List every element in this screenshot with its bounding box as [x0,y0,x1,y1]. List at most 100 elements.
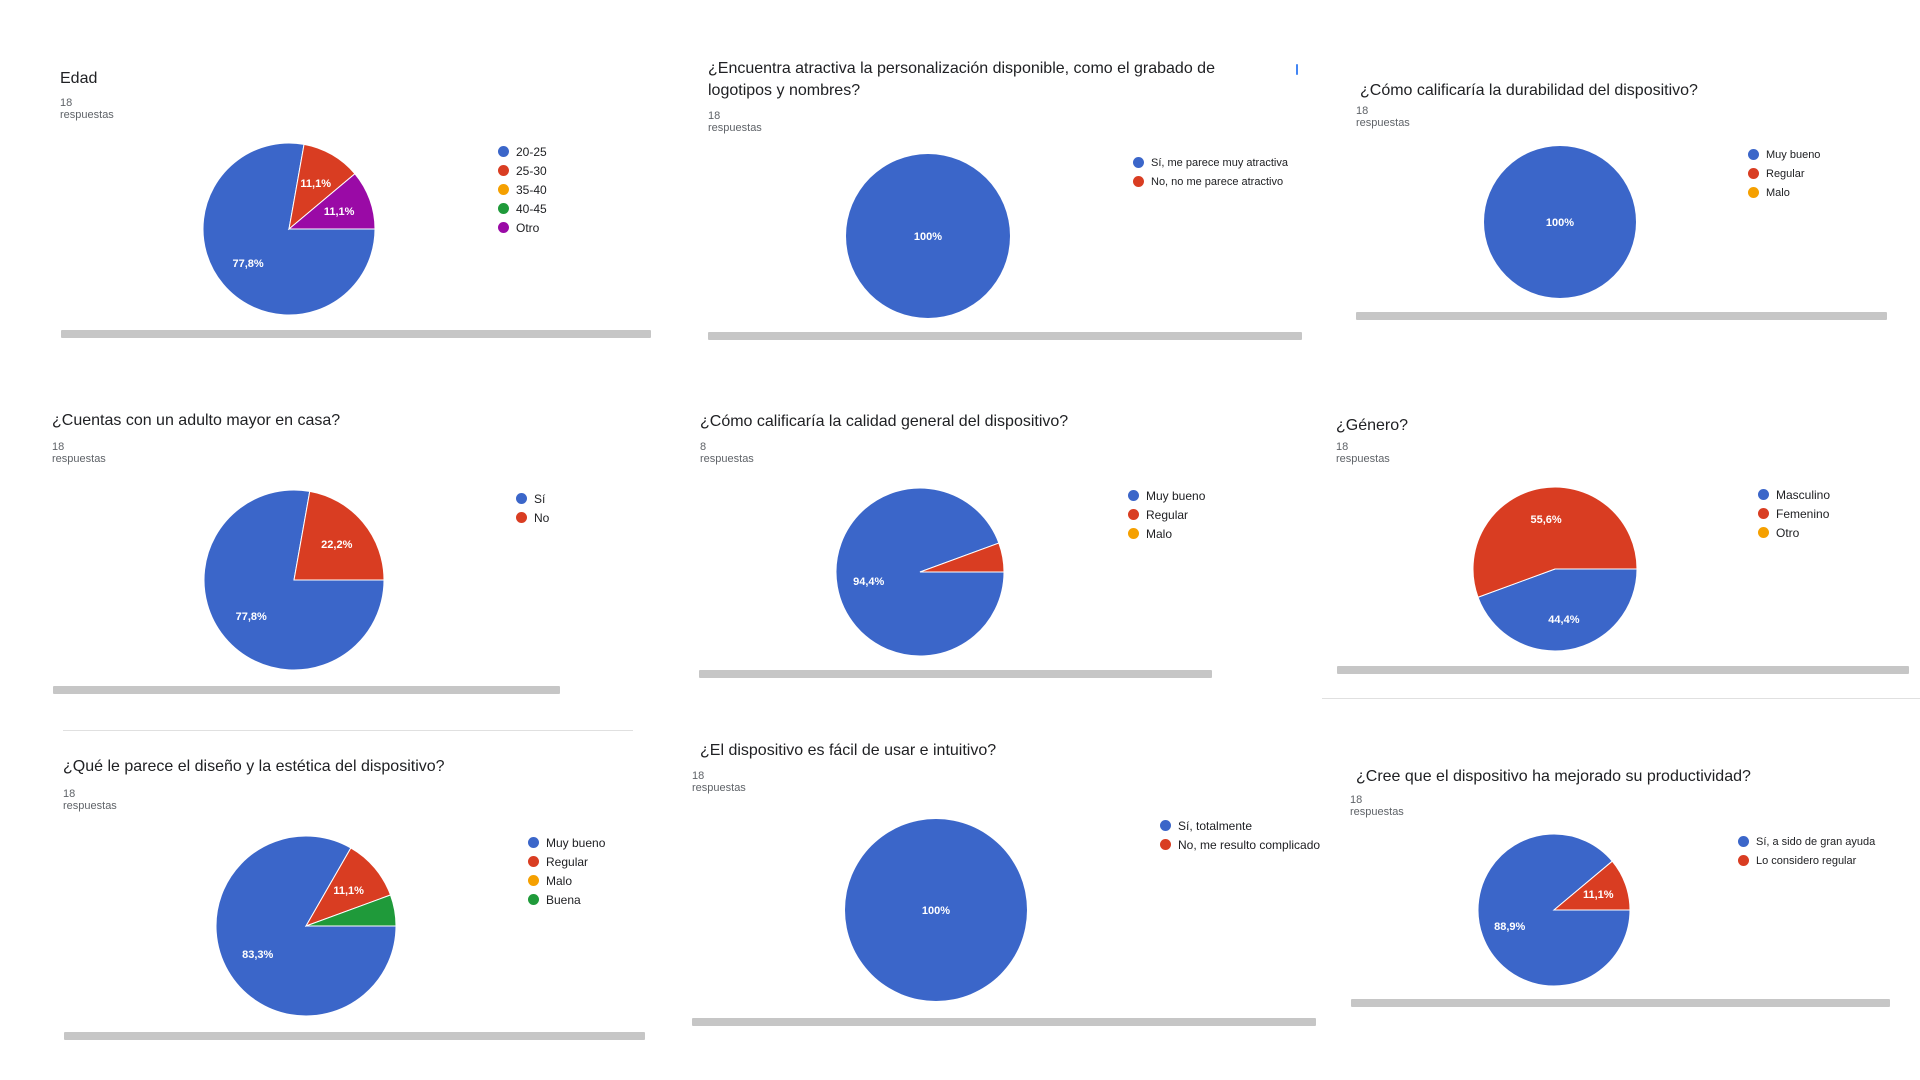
legend-label: Sí, totalmente [1178,818,1253,833]
horizontal-scrollbar[interactable] [699,670,1212,678]
chart-legend: Sí, a sido de gran ayuda Lo considero reg… [1738,832,1875,870]
pie-slice-buena [305,894,397,927]
chart-legend: Muy bueno Regular Malo Buena [528,833,605,909]
slice-data-label: 77,8% [236,611,267,623]
chart-legend: Sí, totalmente No, me resulto complicado [1160,816,1320,854]
legend-label: Regular [1146,507,1189,522]
pie-slice-no [293,490,385,581]
legend-label: Buena [546,892,581,907]
legend-label: Masculino [1776,487,1831,502]
legend-item-35-40: 35-40 [498,180,547,199]
pie-slice-otro [287,173,376,230]
legend-item-si: Sí [516,489,549,508]
legend-label: Femenino [1776,506,1830,521]
chart-legend: Sí, me parece muy atractiva No, no me par… [1133,153,1288,191]
slice-data-label: 100% [1546,217,1574,229]
legend-label: 35-40 [516,182,547,197]
legend-swatch-dot [498,146,509,157]
horizontal-scrollbar[interactable] [1351,999,1890,1007]
legend-swatch-dot [498,184,509,195]
legend-swatch-dot [498,222,509,233]
pie-chart: 100% [1484,146,1636,298]
response-count: 18 respuestas [60,97,114,121]
legend-item-no-no-me-parece-atractivo: No, no me parece atractivo [1133,172,1288,191]
legend-swatch-dot [1160,820,1171,831]
pie-chart: 77,8% 22,2% [203,489,385,671]
pie-chart: 100% [845,819,1027,1001]
legend-item-regular: Regular [1128,505,1205,524]
chart-title: ¿Encuentra atractiva la personalización … [708,60,1215,99]
slice-data-label: 11,1% [324,206,355,218]
horizontal-scrollbar[interactable] [1337,666,1909,674]
legend-item-muy-bueno: Muy bueno [1128,486,1205,505]
legend-swatch-dot [1128,528,1139,539]
chart-title: ¿Cuentas con un adulto mayor en casa? [52,412,341,429]
response-count: 18 respuestas [63,788,117,812]
response-count: 18 respuestas [1336,441,1390,465]
legend-swatch-dot [1738,855,1749,866]
legend-item-muy-bueno: Muy bueno [528,833,605,852]
slice-data-label: 11,1% [333,885,364,897]
chart-legend: Sí No [516,489,549,527]
legend-label: Otro [1776,525,1800,540]
pie-slice-muy-bueno [1484,146,1636,298]
legend-swatch-dot [1128,509,1139,520]
legend-label: Regular [1766,167,1805,180]
legend-swatch-dot [498,203,509,214]
horizontal-scrollbar[interactable] [708,332,1302,340]
legend-swatch-dot [528,856,539,867]
horizontal-scrollbar[interactable] [692,1018,1316,1026]
pie-chart: 88,9% 11,1% [1477,833,1631,987]
pie-slice-femenino [1472,486,1638,598]
legend-item-muy-bueno: Muy bueno [1748,145,1820,164]
response-count: 18 respuestas [52,441,106,465]
legend-swatch-dot [1748,168,1759,179]
horizontal-scrollbar[interactable] [1356,312,1887,320]
legend-item-si-me-parece-muy-atractiva: Sí, me parece muy atractiva [1133,153,1288,172]
response-count: 18 respuestas [1350,794,1404,818]
legend-label: Malo [1766,186,1790,199]
legend-label: Malo [546,873,573,888]
legend-label: No, no me parece atractivo [1151,175,1284,188]
horizontal-scrollbar[interactable] [64,1032,645,1040]
legend-item-si-a-sido-de-gran-ayuda: Sí, a sido de gran ayuda [1738,832,1875,851]
pie-slice-20-25 [202,142,376,316]
chart-legend: Muy bueno Regular Malo [1128,486,1205,543]
slice-data-label: 100% [922,905,950,917]
legend-item-malo: Malo [1128,524,1205,543]
legend-label: 40-45 [516,201,547,216]
pie-slice-lo-considero-regular [1552,860,1631,911]
horizontal-scrollbar[interactable] [61,330,651,338]
slice-data-label: 100% [914,231,942,243]
legend-label: No [534,510,550,525]
slice-data-label: 94,4% [853,576,884,588]
legend-swatch-dot [528,837,539,848]
pie-slice-si-me-parece-muy-atractiva [846,154,1010,318]
legend-item-no: No [516,508,549,527]
pie-slice-regular [919,542,1005,573]
legend-item-25-30: 25-30 [498,161,547,180]
legend-item-malo: Malo [1748,183,1820,202]
legend-label: 25-30 [516,163,547,178]
chart-legend: Muy bueno Regular Malo [1748,145,1820,202]
chart-title: Edad [60,70,98,87]
legend-item-regular: Regular [1748,164,1820,183]
legend-swatch-dot [1133,157,1144,168]
legend-label: Sí [534,491,546,506]
chart-title: ¿Cómo calificaría la durabilidad del dis… [1360,82,1698,99]
legend-label: Sí, a sido de gran ayuda [1756,835,1876,848]
legend-swatch-dot [1748,149,1759,160]
chart-title: ¿Cómo calificaría la calidad general del… [700,413,1069,430]
pie-chart: 44,4% 55,6% [1472,486,1638,652]
slice-data-label: 83,3% [242,949,273,961]
pie-chart: 94,4% [835,487,1005,657]
slice-data-label: 11,1% [1583,889,1614,901]
response-count: 8 respuestas [700,441,754,465]
slice-data-label: 44,4% [1548,614,1579,626]
legend-label: Muy bueno [546,835,606,850]
horizontal-scrollbar[interactable] [53,686,560,694]
pie-chart: 100% [846,154,1010,318]
chart-legend: 20-25 25-30 35-40 40-45 Otro [498,142,547,237]
legend-label: Muy bueno [1766,148,1821,161]
panel-divider [1322,698,1920,699]
